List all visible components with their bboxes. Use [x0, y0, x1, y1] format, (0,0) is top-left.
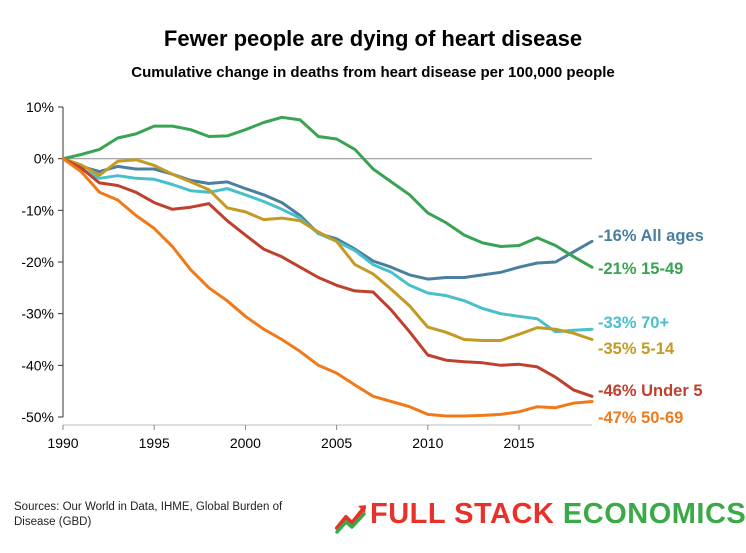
brand-logo: FULL STACK ECONOMICS — [334, 494, 746, 534]
y-tick-label: -30% — [21, 306, 54, 322]
sources-note: Sources: Our World in Data, IHME, Global… — [14, 501, 283, 528]
y-tick-label: 0% — [34, 151, 54, 167]
x-tick-label: 1990 — [47, 435, 78, 451]
series-line — [61, 157, 594, 398]
chart-subtitle: Cumulative change in deaths from heart d… — [131, 64, 615, 81]
series-label: -35% 5-14 — [598, 340, 675, 358]
chart-series-lines — [61, 115, 594, 418]
y-tick-label: 10% — [26, 99, 54, 115]
y-tick-label: -20% — [21, 254, 54, 270]
chart-axes: 10% 0% -10% -20% -30% -40% -50% 1990 1995 2000 200… — [21, 99, 592, 451]
x-tick-label: 1995 — [139, 435, 170, 451]
y-tick-label: -40% — [21, 357, 54, 373]
series-line — [61, 115, 594, 269]
series-line — [61, 157, 594, 418]
series-label: -47% 50-69 — [598, 409, 683, 427]
series-label: -33% 70+ — [598, 314, 669, 332]
x-tick-label: 2015 — [503, 435, 534, 451]
series-label: -16% All ages — [598, 227, 704, 245]
chart-series-labels: -16% All ages -21% 15-49 -33% 70+ -35% 5-14… — [598, 227, 704, 427]
x-tick-label: 2010 — [412, 435, 443, 451]
series-label: -46% Under 5 — [598, 382, 703, 400]
x-tick-label: 2000 — [230, 435, 261, 451]
logo-word-full-stack: FULL STACK — [370, 498, 555, 530]
chart-title: Fewer people are dying of heart disease — [163, 26, 583, 51]
x-tick-label: 2005 — [321, 435, 352, 451]
rising-chart-arrow-icon — [335, 505, 366, 534]
series-line — [61, 157, 594, 342]
y-tick-label: -10% — [21, 202, 54, 218]
logo-word-economics: ECONOMICS — [562, 498, 746, 530]
series-label: -21% 15-49 — [598, 260, 683, 278]
y-tick-label: -50% — [21, 409, 54, 425]
